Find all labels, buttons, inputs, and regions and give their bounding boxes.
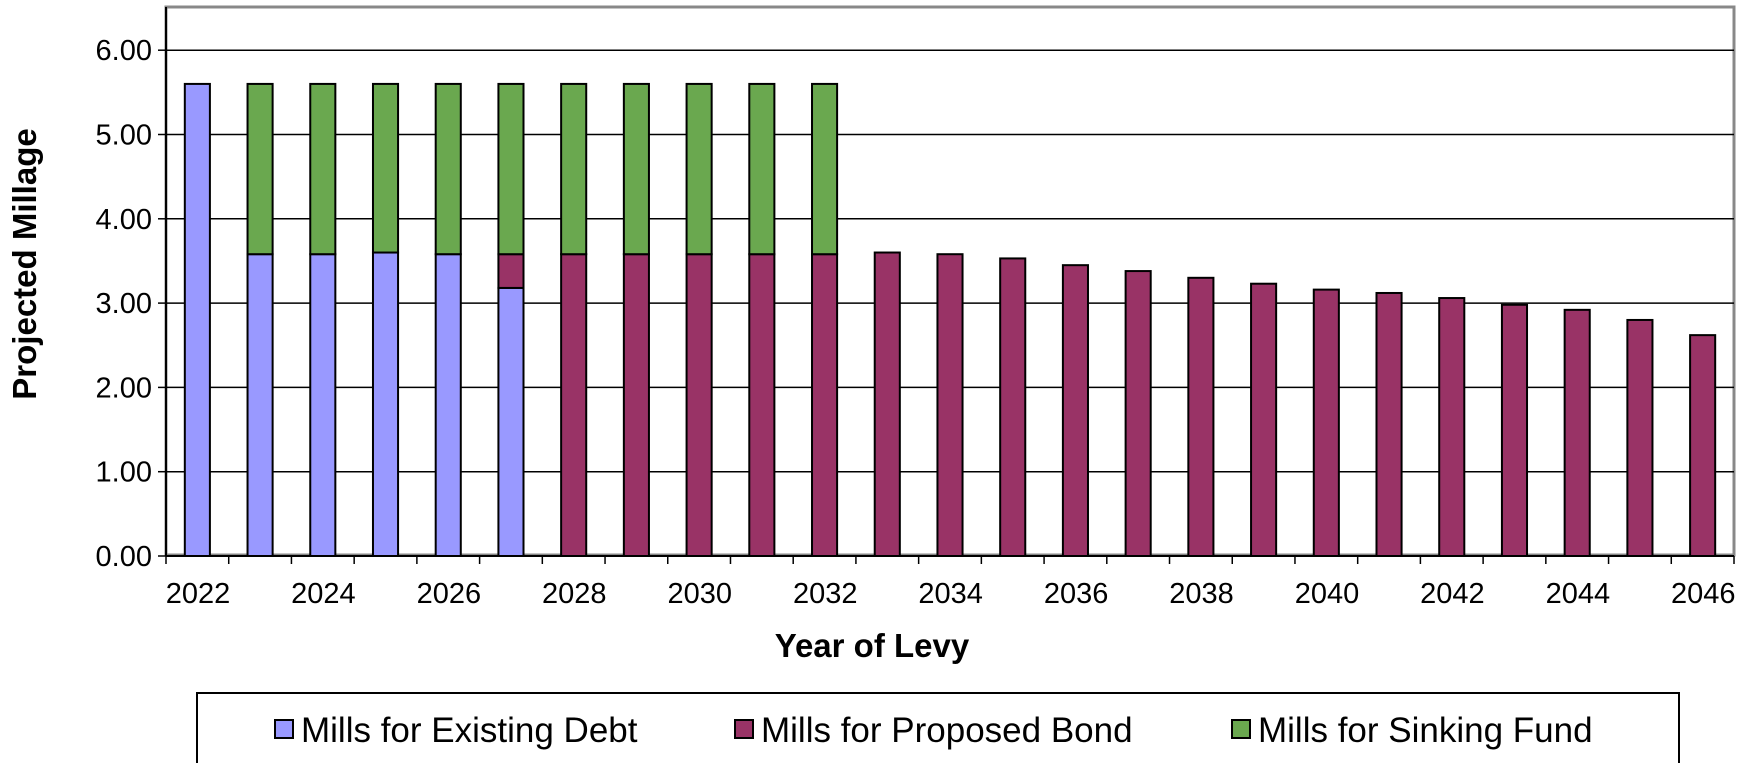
x-tick-label: 2028	[542, 578, 607, 610]
bar-existing-debt-2024	[309, 253, 337, 557]
legend-label-sinking-fund: Mills for Sinking Fund	[1258, 711, 1593, 750]
x-tick-label: 2046	[1671, 578, 1736, 610]
x-tick-label: 2038	[1169, 578, 1234, 610]
bar-proposed-bond-2035	[999, 257, 1027, 557]
x-axis: 2022 2024 2026 2028 2030 2032 2034 2036 2038 2040…	[165, 555, 1736, 610]
bar-proposed-bond-2045	[1626, 318, 1654, 557]
bar-sinking-fund-2031	[748, 82, 776, 256]
bar-existing-debt-2026	[434, 253, 462, 557]
y-tick-label: 5.00	[96, 120, 152, 152]
legend-swatch-existing-debt	[274, 719, 294, 739]
x-tick-label: 2032	[793, 578, 858, 610]
bar-proposed-bond-2030	[685, 253, 713, 557]
x-tick-label: 2024	[291, 578, 356, 610]
x-tick-label: 2036	[1044, 578, 1109, 610]
bar-proposed-bond-2040	[1312, 288, 1340, 557]
bar-proposed-bond-2041	[1375, 291, 1403, 557]
bar-proposed-bond-2044	[1563, 308, 1591, 557]
bar-sinking-fund-2024	[309, 82, 337, 256]
legend-swatch-sinking-fund	[1231, 719, 1251, 739]
y-axis: 0.00 1.00 2.00 3.00 4.00 5.00 6.00	[96, 7, 167, 573]
bar-proposed-bond-2034	[936, 253, 964, 557]
legend-box	[196, 692, 1680, 763]
x-tick-label: 2034	[918, 578, 983, 610]
bar-proposed-bond-2032	[811, 253, 839, 557]
bar-proposed-bond-2037	[1124, 270, 1152, 557]
legend-label-proposed-bond: Mills for Proposed Bond	[761, 711, 1133, 750]
bar-proposed-bond-2046	[1689, 334, 1717, 557]
x-tick-label: 2022	[166, 578, 231, 610]
bar-existing-debt-2022	[183, 82, 211, 557]
gridlines	[166, 49, 1734, 473]
bar-sinking-fund-2032	[811, 82, 839, 256]
y-tick-label: 4.00	[96, 204, 152, 236]
x-axis-title: Year of Levy	[775, 627, 970, 664]
x-tick-label: 2030	[668, 578, 733, 610]
legend-swatch-proposed-bond	[734, 719, 754, 739]
bar-proposed-bond-2036	[1061, 264, 1089, 557]
bar-proposed-bond-2042	[1438, 297, 1466, 557]
bar-proposed-bond-2031	[748, 253, 776, 557]
bar-existing-debt-2025	[371, 251, 400, 558]
legend: Mills for Existing Debt Mills for Propos…	[196, 692, 1680, 763]
bar-proposed-bond-2027	[497, 253, 525, 289]
bar-sinking-fund-2030	[685, 82, 713, 256]
y-tick-label: 1.00	[96, 457, 152, 489]
bar-sinking-fund-2029	[622, 82, 650, 256]
y-tick-label: 6.00	[96, 35, 152, 67]
bar-sinking-fund-2026	[434, 82, 462, 256]
bar-sinking-fund-2025	[371, 82, 400, 254]
bar-sinking-fund-2027	[497, 82, 525, 256]
bar-existing-debt-2027	[497, 286, 525, 557]
bars	[183, 82, 1717, 558]
y-tick-label: 2.00	[96, 372, 152, 404]
bar-proposed-bond-2033	[873, 251, 901, 558]
x-tick-label: 2040	[1295, 578, 1360, 610]
legend-label-existing-debt: Mills for Existing Debt	[301, 711, 638, 750]
y-axis-title: Projected Millage	[6, 128, 43, 399]
bar-proposed-bond-2029	[622, 253, 650, 557]
y-tick-label: 0.00	[96, 541, 152, 573]
x-tick-label: 2026	[417, 578, 482, 610]
bar-existing-debt-2023	[246, 253, 274, 557]
bar-proposed-bond-2039	[1250, 282, 1278, 557]
bar-proposed-bond-2038	[1187, 276, 1215, 557]
bar-sinking-fund-2028	[560, 82, 588, 256]
x-tick-label: 2042	[1420, 578, 1485, 610]
bar-sinking-fund-2023	[246, 82, 274, 256]
y-tick-label: 3.00	[96, 288, 152, 320]
x-tick-label: 2044	[1546, 578, 1611, 610]
bar-proposed-bond-2043	[1500, 303, 1529, 558]
bar-proposed-bond-2028	[560, 253, 588, 557]
